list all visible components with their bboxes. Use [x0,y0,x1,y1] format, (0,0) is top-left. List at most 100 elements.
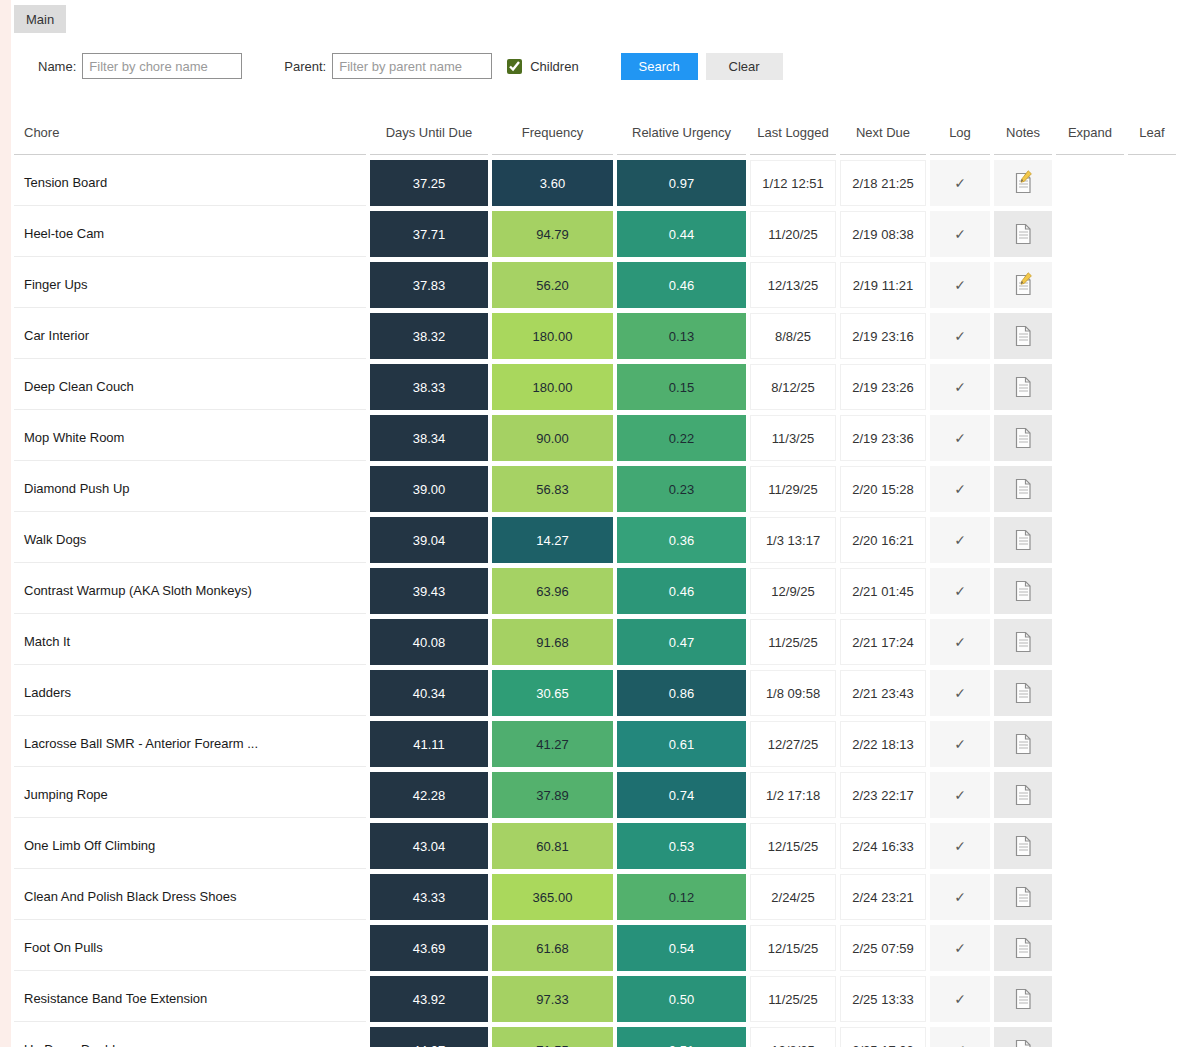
log-button[interactable]: ✓ [930,670,990,716]
log-button[interactable]: ✓ [930,568,990,614]
check-icon: ✓ [954,838,966,854]
log-button[interactable]: ✓ [930,976,990,1022]
table-row: Jumping Rope 42.28 37.89 0.74 1/2 17:18 … [14,772,1176,818]
relative-urgency-cell: 0.86 [617,670,746,716]
notes-button[interactable] [994,619,1052,665]
check-icon: ✓ [954,481,966,497]
next-due-cell: 2/22 18:13 [840,721,926,767]
document-icon [1016,786,1030,805]
log-button[interactable]: ✓ [930,313,990,359]
chore-name: Mop White Room [14,415,366,461]
expand-cell [1056,1027,1124,1047]
last-logged-cell: 12/13/25 [750,262,836,308]
relative-urgency-cell: 0.12 [617,874,746,920]
col-header-relative-urgency: Relative Urgency [617,110,746,155]
check-icon: ✓ [954,685,966,701]
relative-urgency-cell: 0.97 [617,160,746,206]
notes-button[interactable] [994,823,1052,869]
last-logged-cell: 11/25/25 [750,976,836,1022]
notes-button[interactable] [994,466,1052,512]
document-icon [1016,888,1030,907]
relative-urgency-cell: 0.54 [617,925,746,971]
log-button[interactable]: ✓ [930,772,990,818]
children-checkbox[interactable] [507,59,522,74]
notes-button[interactable] [994,874,1052,920]
frequency-cell: 365.00 [492,874,613,920]
log-button[interactable]: ✓ [930,211,990,257]
log-button[interactable]: ✓ [930,1027,990,1047]
notes-button[interactable] [994,568,1052,614]
document-icon [1016,429,1030,448]
last-logged-cell: 11/3/25 [750,415,836,461]
days-until-due-cell: 43.33 [370,874,488,920]
days-until-due-cell: 43.69 [370,925,488,971]
notes-button[interactable] [994,415,1052,461]
notes-button[interactable] [994,670,1052,716]
log-button[interactable]: ✓ [930,925,990,971]
log-button[interactable]: ✓ [930,721,990,767]
leaf-cell [1128,568,1176,614]
col-header-log: Log [930,110,990,155]
notes-button[interactable] [994,262,1052,308]
chore-name: Clean And Polish Black Dress Shoes [14,874,366,920]
days-until-due-cell: 37.25 [370,160,488,206]
table-row: Clean And Polish Black Dress Shoes 43.33… [14,874,1176,920]
notes-button[interactable] [994,1027,1052,1047]
name-filter-label: Name: [38,59,76,74]
days-until-due-cell: 40.34 [370,670,488,716]
expand-cell [1056,262,1124,308]
log-button[interactable]: ✓ [930,823,990,869]
last-logged-cell: 12/8/25 [750,1027,836,1047]
check-icon: ✓ [954,532,966,548]
col-header-next-due: Next Due [840,110,926,155]
relative-urgency-cell: 0.46 [617,568,746,614]
check-icon: ✓ [954,430,966,446]
notes-button[interactable] [994,721,1052,767]
relative-urgency-cell: 0.53 [617,823,746,869]
check-icon: ✓ [954,226,966,242]
log-button[interactable]: ✓ [930,517,990,563]
log-button[interactable]: ✓ [930,874,990,920]
document-icon [1016,582,1030,601]
log-button[interactable]: ✓ [930,262,990,308]
search-button[interactable]: Search [621,53,698,80]
children-checkbox-label: Children [530,59,578,74]
log-button[interactable]: ✓ [930,160,990,206]
expand-cell [1056,313,1124,359]
next-due-cell: 2/19 08:38 [840,211,926,257]
notes-button[interactable] [994,364,1052,410]
next-due-cell: 2/19 11:21 [840,262,926,308]
check-icon: ✓ [954,991,966,1007]
col-header-last-logged: Last Logged [750,110,836,155]
leaf-cell [1128,517,1176,563]
log-button[interactable]: ✓ [930,466,990,512]
document-icon [1016,225,1030,244]
clear-button[interactable]: Clear [706,53,783,80]
log-button[interactable]: ✓ [930,415,990,461]
notes-button[interactable] [994,925,1052,971]
table-row: Resistance Band Toe Extension 43.92 97.3… [14,976,1176,1022]
log-button[interactable]: ✓ [930,619,990,665]
next-due-cell: 2/25 07:59 [840,925,926,971]
chore-name-filter-input[interactable] [82,53,242,79]
parent-name-filter-input[interactable] [332,53,492,79]
next-due-cell: 2/20 15:28 [840,466,926,512]
notes-button[interactable] [994,976,1052,1022]
tab-main[interactable]: Main [14,5,66,33]
notes-button[interactable] [994,313,1052,359]
chore-name: Match It [14,619,366,665]
days-until-due-cell: 43.92 [370,976,488,1022]
notes-button[interactable] [994,772,1052,818]
notes-button[interactable] [994,517,1052,563]
notes-button[interactable] [994,211,1052,257]
expand-cell [1056,517,1124,563]
last-logged-cell: 1/8 09:58 [750,670,836,716]
frequency-cell: 94.79 [492,211,613,257]
relative-urgency-cell: 0.15 [617,364,746,410]
expand-cell [1056,364,1124,410]
notes-button[interactable] [994,160,1052,206]
document-icon [1016,939,1030,958]
log-button[interactable]: ✓ [930,364,990,410]
next-due-cell: 2/19 23:16 [840,313,926,359]
leaf-cell [1128,1027,1176,1047]
